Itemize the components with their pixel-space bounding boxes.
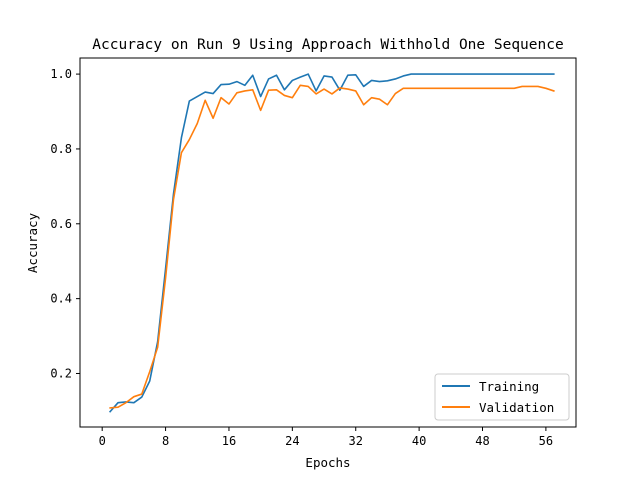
x-tick-label: 56	[539, 434, 553, 448]
x-axis-label: Epochs	[305, 455, 350, 470]
legend: Training Validation	[434, 373, 570, 421]
plot-lines	[108, 73, 555, 413]
x-tick-label: 40	[412, 434, 426, 448]
y-axis-label: Accuracy	[25, 212, 40, 273]
x-axis-ticks: 0 8 16 24 32 40 48 56	[99, 427, 553, 448]
legend-label-training: Training	[479, 379, 539, 394]
x-tick-label: 48	[475, 434, 489, 448]
legend-label-validation: Validation	[479, 400, 554, 415]
y-tick-label: 0.6	[50, 217, 72, 231]
y-tick-label: 0.2	[50, 366, 72, 380]
y-axis-ticks: 0.2 0.4 0.6 0.8 1.0	[50, 67, 80, 380]
series-line-validation	[109, 84, 555, 409]
x-tick-label: 8	[162, 434, 169, 448]
y-tick-label: 0.4	[50, 292, 72, 306]
x-tick-label: 24	[285, 434, 299, 448]
x-tick-label: 32	[349, 434, 363, 448]
x-tick-label: 0	[99, 434, 106, 448]
x-tick-label: 16	[222, 434, 236, 448]
y-tick-label: 1.0	[50, 67, 72, 81]
plot-frame	[79, 57, 577, 428]
chart-title: Accuracy on Run 9 Using Approach Withhol…	[92, 37, 563, 53]
series-line-training	[108, 73, 555, 413]
y-tick-label: 0.8	[50, 142, 72, 156]
